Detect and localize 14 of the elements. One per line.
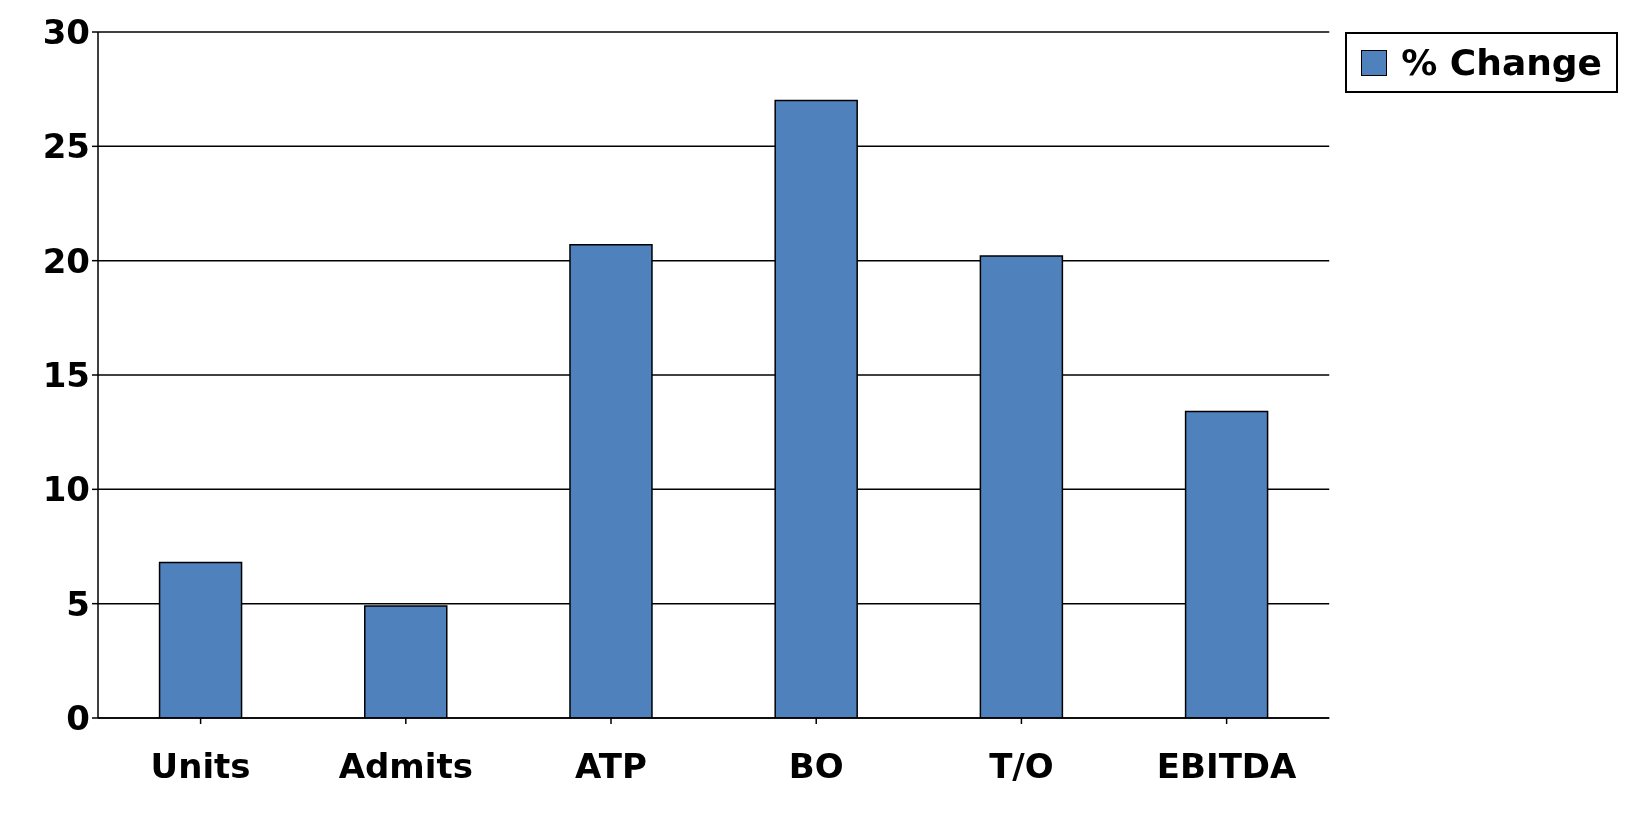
y-tick-label: 30	[42, 12, 90, 53]
y-tick-label: 10	[42, 469, 90, 510]
y-tick-label: 15	[42, 355, 90, 396]
legend-label: % Change	[1400, 42, 1602, 83]
y-tick-label: 20	[42, 240, 90, 281]
x-tick-label: Units	[150, 746, 251, 787]
y-tick-label: 5	[66, 583, 90, 624]
x-tick-label: BO	[788, 746, 844, 787]
x-tick-label: T/O	[989, 746, 1054, 787]
y-tick-label: 0	[66, 698, 90, 739]
x-tick-label: EBITDA	[1156, 746, 1298, 787]
x-tick-label: Admits	[338, 746, 473, 787]
y-tick-label: 25	[42, 126, 90, 167]
x-tick-label: ATP	[575, 746, 647, 787]
